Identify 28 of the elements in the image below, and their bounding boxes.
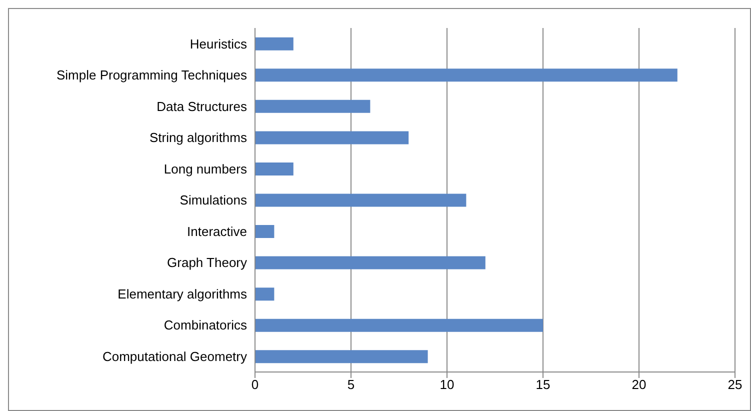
x-tick-label: 20 <box>632 377 646 392</box>
bar <box>255 194 466 207</box>
y-tick-label: Heuristics <box>190 36 248 52</box>
bar <box>255 256 486 270</box>
bar <box>255 100 370 113</box>
bar <box>255 68 678 82</box>
bar <box>255 318 543 332</box>
x-tick-label: 25 <box>728 377 742 392</box>
y-tick-label: String algorithms <box>149 130 248 146</box>
bar <box>255 37 294 50</box>
y-tick-label: Graph Theory <box>167 255 248 270</box>
y-tick-label: Combinatorics <box>164 318 248 333</box>
y-tick-label: Elementary algorithms <box>118 286 248 302</box>
bar <box>255 225 274 238</box>
bar <box>255 131 409 144</box>
x-tick-label: 5 <box>347 377 355 392</box>
y-tick-label: Long numbers <box>164 161 248 176</box>
x-tick-label: 10 <box>440 377 454 392</box>
y-tick-label: Computational Geometry <box>102 348 248 364</box>
x-tick-label: 0 <box>251 377 259 392</box>
bar <box>255 288 274 301</box>
bar <box>255 350 428 364</box>
y-tick-label: Interactive <box>187 224 247 239</box>
x-tick-label: 15 <box>536 377 550 392</box>
bar <box>255 162 294 176</box>
y-tick-label: Simple Programming Techniques <box>56 68 248 83</box>
y-tick-label: Simulations <box>180 192 248 208</box>
y-tick-label: Data Structures <box>156 98 248 114</box>
